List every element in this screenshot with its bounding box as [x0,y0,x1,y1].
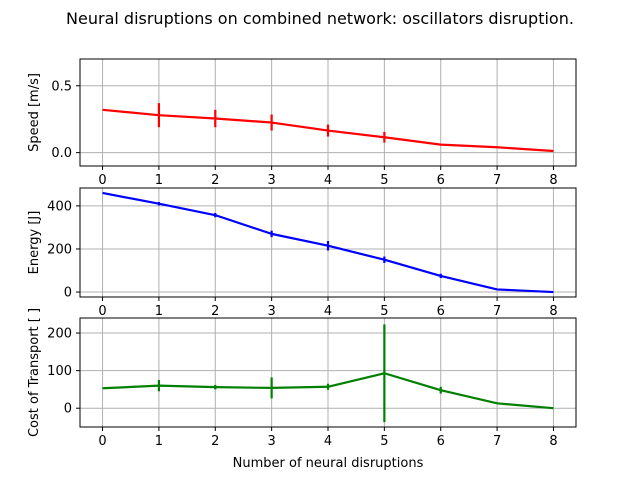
x-tick-label: 3 [267,434,275,449]
x-tick-label: 0 [98,304,106,319]
x-tick-label: 2 [211,434,219,449]
y-tick-label: 400 [47,199,72,214]
x-tick-label: 7 [493,304,501,319]
x-axis-label: Number of neural disruptions [233,456,424,471]
x-tick-label: 3 [267,173,275,188]
x-tick-label: 5 [380,173,388,188]
x-tick-label: 5 [380,434,388,449]
axes-frame [79,58,577,167]
chart-title: Neural disruptions on combined network: … [66,9,574,28]
y-axis-label-energy: Energy [J] [27,211,42,275]
subplot-energy: 0 1 2 3 4 5 6 7 8 0 200 400 Energy [J] [27,187,577,319]
x-tick-label: 4 [324,434,332,449]
x-tick-label: 1 [155,173,163,188]
x-tick-label: 4 [324,173,332,188]
x-tick-label: 7 [493,434,501,449]
x-tick-label: 1 [155,304,163,319]
x-tick-label: 8 [549,304,557,319]
subplot-speed: 0 1 2 3 4 5 6 7 8 0.0 0.5 Speed [m/s] [27,58,577,188]
y-axis-label-speed: Speed [m/s] [27,73,42,152]
x-tick-label: 8 [549,434,557,449]
x-tick-label: 1 [155,434,163,449]
axes-frame [79,187,577,298]
x-tick-label: 6 [437,434,445,449]
x-tick-label: 4 [324,304,332,319]
y-tick-label: 200 [47,327,72,342]
x-tick-label: 8 [549,173,557,188]
x-tick-label: 3 [267,304,275,319]
x-tick-label: 6 [437,304,445,319]
x-tick-label: 7 [493,173,501,188]
y-tick-label: 0 [64,286,72,301]
y-axis-label-cost-of-transport: Cost of Transport [ ] [27,308,42,437]
x-tick-label: 6 [437,173,445,188]
x-tick-label: 5 [380,304,388,319]
y-tick-label: 0.5 [51,79,72,94]
y-tick-label: 0 [64,402,72,417]
axes-frame [79,317,577,428]
subplot-cost-of-transport: 0 1 2 3 4 5 6 7 8 0 100 200 Cost of Transport [ ] [27,308,577,449]
x-tick-label: 2 [211,304,219,319]
y-tick-label: 200 [47,242,72,257]
y-tick-label: 0.0 [51,146,72,161]
y-tick-label: 100 [47,364,72,379]
x-tick-label: 0 [98,434,106,449]
x-tick-label: 0 [98,173,106,188]
x-tick-label: 2 [211,173,219,188]
